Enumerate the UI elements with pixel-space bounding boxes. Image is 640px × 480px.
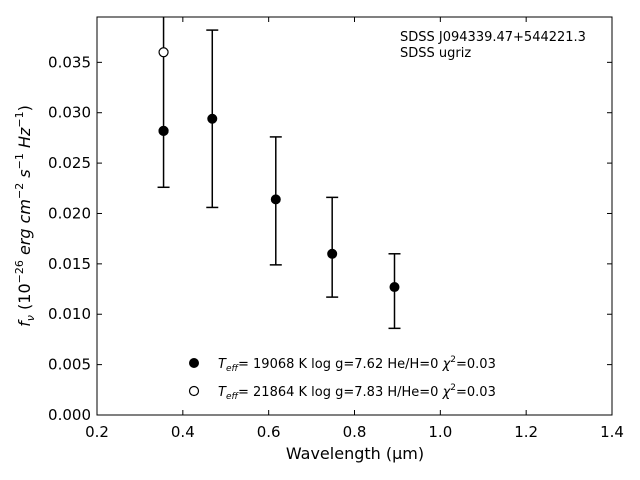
observed-point [389,282,400,293]
legend-marker-filled [189,358,199,368]
y-tick-label: 0.030 [48,104,91,122]
annotation-line-1: SDSS J094339.47+544221.3 [400,30,586,45]
x-axis-label: Wavelength (μm) [286,444,424,463]
error-bars [157,17,401,330]
plot-frame [96,16,613,416]
y-tick-label: 0.005 [48,356,91,374]
x-tick-label: 1.0 [428,423,452,441]
x-tick-label: 0.8 [343,423,367,441]
y-axis-label: fν (10−26 erg cm−2 s−1 Hz−1) [13,105,37,327]
observed-point [327,248,338,259]
y-tick-label: 0.015 [48,255,91,273]
model-point-filled [158,125,169,136]
y-tick-label: 0.025 [48,154,91,172]
markers [158,47,400,293]
x-tick-label: 0.6 [257,423,281,441]
x-tick-label: 0.2 [85,423,109,441]
y-tick-label: 0.000 [48,406,91,424]
y-tick-label: 0.020 [48,204,91,222]
model-point-open [158,47,169,58]
x-tick-label: 1.2 [514,423,538,441]
legend: Teff= 19068 K log g=7.62 He/H=0 χ2=0.03 … [188,355,496,402]
legend-label-1: Teff= 19068 K log g=7.62 He/H=0 χ2=0.03 [218,355,496,374]
ticks: 0.2 0.4 0.6 0.8 1.0 1.2 1.4 0.000 0.005 0.010 0.01… [48,17,624,441]
legend-marker-open [188,385,200,397]
x-tick-label: 0.4 [171,423,195,441]
legend-label-2: Teff= 21864 K log g=7.83 H/He=0 χ2=0.03 [218,383,496,402]
observed-point [207,113,218,124]
annotation-line-2: SDSS ugriz [400,46,471,61]
y-tick-label: 0.010 [48,305,91,323]
x-tick-label: 1.4 [600,423,624,441]
y-tick-label: 0.035 [48,53,91,71]
observed-point [270,194,281,205]
